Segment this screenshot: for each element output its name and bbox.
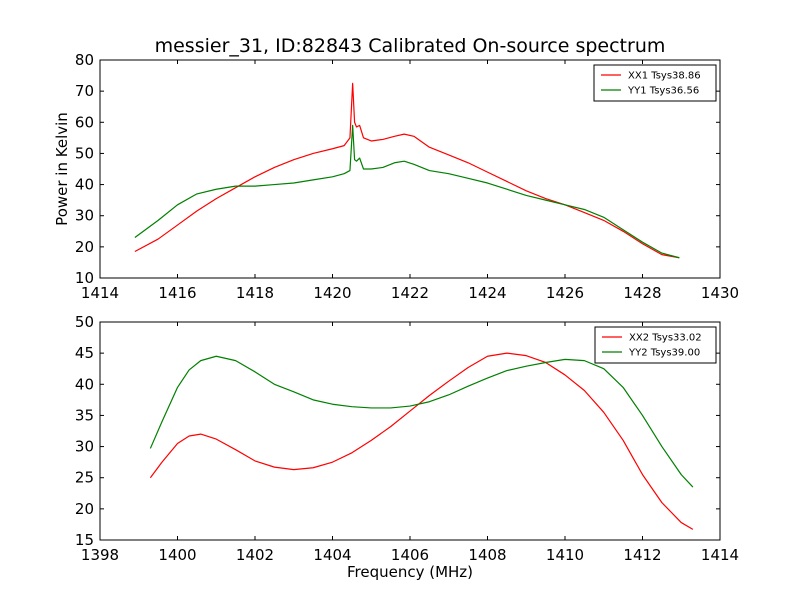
legend-box <box>593 64 717 102</box>
x-tick-label: 1404 <box>313 546 351 564</box>
legend-label-1: XX1 Tsys38.86 <box>628 71 701 82</box>
x-tick-label: 1420 <box>313 284 351 302</box>
x-tick-label: 1430 <box>701 284 739 302</box>
panel-2: 1398 1400 1402 1404 1406 1408 1410 1412 1414 15 20… <box>75 313 739 581</box>
y-tick-label: 40 <box>75 176 94 194</box>
legend-box <box>594 326 717 364</box>
x-tick-label: 1410 <box>546 546 584 564</box>
y-tick-label: 50 <box>75 144 94 162</box>
legend: XX2 Tsys33.02 YY2 Tsys39.00 <box>594 326 717 364</box>
y-tick-label: 35 <box>75 406 94 424</box>
x-tick-label: 1408 <box>468 546 506 564</box>
y-tick-label: 10 <box>75 269 94 287</box>
y-axis-label: Power in Kelvin <box>53 112 71 226</box>
legend-label-1: XX2 Tsys33.02 <box>629 333 702 344</box>
x-tick-label: 1426 <box>546 284 584 302</box>
y-tick-label: 80 <box>75 51 94 69</box>
x-tick-label: 1414 <box>701 546 739 564</box>
x-tick-label: 1424 <box>468 284 506 302</box>
panel-1: 1414 1416 1418 1420 1422 1424 1426 1428 1430 10 20… <box>53 35 739 302</box>
y-tick-label: 45 <box>75 344 94 362</box>
x-tick-label: 1428 <box>623 284 661 302</box>
y-tick-label: 25 <box>75 469 94 487</box>
x-tick-label: 1422 <box>391 284 429 302</box>
y-tick-label: 40 <box>75 375 94 393</box>
y-tick-label: 20 <box>75 238 94 256</box>
y-tick-label: 70 <box>75 82 94 100</box>
y-tick-label: 20 <box>75 500 94 518</box>
legend: XX1 Tsys38.86 YY1 Tsys36.56 <box>593 64 717 102</box>
x-tick-label: 1418 <box>236 284 274 302</box>
x-axis-label: Frequency (MHz) <box>347 563 473 581</box>
x-tick-label: 1416 <box>158 284 196 302</box>
x-tick-label: 1414 <box>81 284 119 302</box>
chart-title: messier_31, ID:82843 Calibrated On-sourc… <box>155 35 666 57</box>
y-tick-label: 30 <box>75 438 94 456</box>
x-tick-label: 1402 <box>236 546 274 564</box>
x-tick-label: 1406 <box>391 546 429 564</box>
x-tick-label: 1412 <box>623 546 661 564</box>
series-line-2 <box>134 124 680 259</box>
y-tick-label: 60 <box>75 113 94 131</box>
x-tick-label: 1400 <box>158 546 196 564</box>
y-tick-label: 15 <box>75 531 94 549</box>
series-line-2 <box>149 355 694 488</box>
legend-label-2: YY2 Tsys39.00 <box>628 348 700 359</box>
legend-label-2: YY1 Tsys36.56 <box>627 86 699 97</box>
series-line-1 <box>149 352 694 530</box>
y-tick-label: 50 <box>75 313 94 331</box>
x-tick-label: 1398 <box>81 546 119 564</box>
y-tick-label: 30 <box>75 207 94 225</box>
